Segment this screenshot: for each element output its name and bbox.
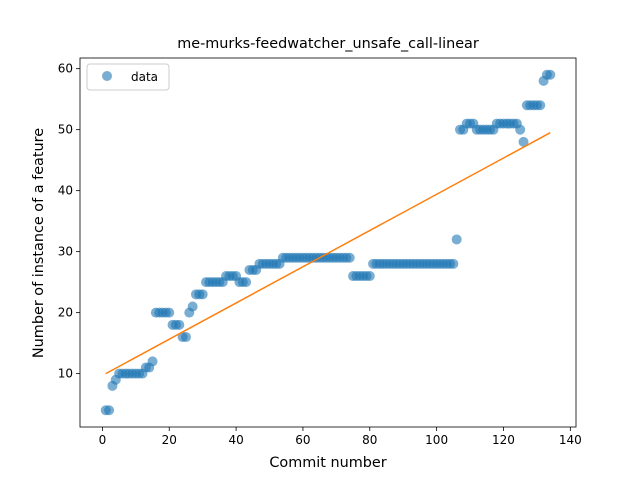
data-point (104, 405, 115, 416)
data-point (344, 252, 355, 263)
data-point (147, 356, 158, 367)
data-point (197, 289, 208, 300)
x-tick-label: 40 (228, 433, 243, 447)
legend-box (86, 63, 170, 91)
data-point (545, 69, 556, 80)
data-point (518, 136, 529, 147)
data-point (364, 271, 375, 282)
x-tick-label: 100 (425, 433, 448, 447)
chart-title: me-murks-feedwatcher_unsafe_call-linear (177, 36, 479, 52)
legend: data (86, 63, 170, 91)
x-tick-label: 0 (99, 433, 107, 447)
y-tick-label: 10 (58, 367, 73, 381)
x-tick-label: 140 (559, 433, 582, 447)
axes-frame (79, 57, 577, 428)
fit-line (105, 132, 551, 375)
y-axis-label: Number of instance of a feature (31, 128, 47, 358)
data-point (164, 307, 175, 318)
data-point (515, 124, 526, 135)
data-point (180, 332, 191, 343)
y-tick-label: 50 (58, 123, 73, 137)
plot-area: 0 20 40 60 80 100 120 140 10 20 30 40 50 60 (58, 57, 582, 447)
x-tick-label: 20 (162, 433, 177, 447)
x-tick-label: 120 (492, 433, 515, 447)
x-tick-label: 60 (295, 433, 310, 447)
x-axis-label: Commit number (269, 455, 386, 471)
y-tick-label: 60 (58, 62, 73, 76)
y-tick-label: 30 (58, 245, 73, 259)
data-point (174, 319, 185, 330)
data-point (535, 100, 546, 111)
y-tick-label: 40 (58, 184, 73, 198)
data-point (451, 234, 462, 245)
legend-marker-data (102, 71, 112, 81)
x-tick-label: 80 (362, 433, 377, 447)
data-point (241, 277, 252, 288)
y-tick-label: 20 (58, 306, 73, 320)
legend-label-data: data (131, 70, 158, 84)
data-point (448, 258, 459, 269)
data-point (187, 301, 198, 312)
